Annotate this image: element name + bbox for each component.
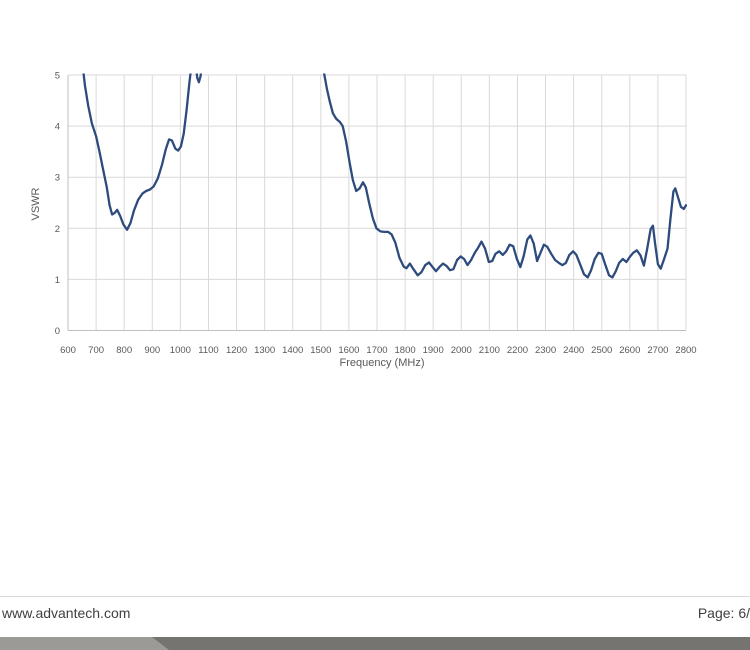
- y-tick-label: 5: [55, 71, 60, 82]
- y-tick-label: 0: [55, 326, 60, 337]
- x-tick-label: 1200: [226, 345, 247, 356]
- y-tick-label: 1: [55, 275, 60, 286]
- footer-website-text: www.advantech.com: [2, 605, 131, 621]
- vswr-chart: 600 700 800 900 1000 1100 1200 1300 1400 1500 1600…: [30, 71, 697, 370]
- x-tick-label: 1500: [310, 345, 331, 356]
- x-tick-label: 2000: [451, 345, 472, 356]
- y-tick-label: 2: [55, 224, 60, 235]
- x-tick-label: 800: [116, 345, 132, 356]
- x-tick-label: 1300: [254, 345, 275, 356]
- x-tick-label: 1600: [338, 345, 359, 356]
- x-tick-label: 2800: [675, 345, 696, 356]
- y-tick-label: 4: [55, 122, 60, 133]
- footer-divider: [0, 596, 750, 597]
- chart-gridlines: [67, 74, 687, 331]
- x-tick-label: 2600: [619, 345, 640, 356]
- footer-bar-light-segment: [0, 637, 169, 650]
- x-tick-label: 2400: [563, 345, 584, 356]
- x-tick-label: 1900: [423, 345, 444, 356]
- vswr-chart-figure: 600 700 800 900 1000 1100 1200 1300 1400 1500 1600…: [30, 71, 697, 370]
- y-axis-title: VSWR: [30, 187, 42, 220]
- x-tick-label: 2100: [479, 345, 500, 356]
- x-tick-label: 900: [144, 345, 160, 356]
- x-tick-label: 2700: [647, 345, 668, 356]
- x-tick-label: 700: [88, 345, 104, 356]
- y-tick-label: 3: [55, 173, 60, 184]
- x-tick-label: 2200: [507, 345, 528, 356]
- x-tick-label: 1800: [395, 345, 416, 356]
- x-tick-label: 2300: [535, 345, 556, 356]
- vswr-series-line: [82, 73, 687, 279]
- x-tick-label: 1400: [282, 345, 303, 356]
- chart-axis-lines: [67, 75, 686, 331]
- chart-tick-labels: 600 700 800 900 1000 1100 1200 1300 1400 1500 1600…: [55, 71, 697, 357]
- footer-page-number: Page: 6/: [697, 605, 750, 621]
- x-tick-label: 1700: [366, 345, 387, 356]
- x-tick-label: 1000: [170, 345, 191, 356]
- x-tick-label: 600: [60, 345, 76, 356]
- footer-bar-dark: [0, 637, 750, 650]
- x-axis-title: Frequency (MHz): [340, 357, 425, 369]
- x-tick-label: 2500: [591, 345, 612, 356]
- x-tick-label: 1100: [198, 345, 218, 356]
